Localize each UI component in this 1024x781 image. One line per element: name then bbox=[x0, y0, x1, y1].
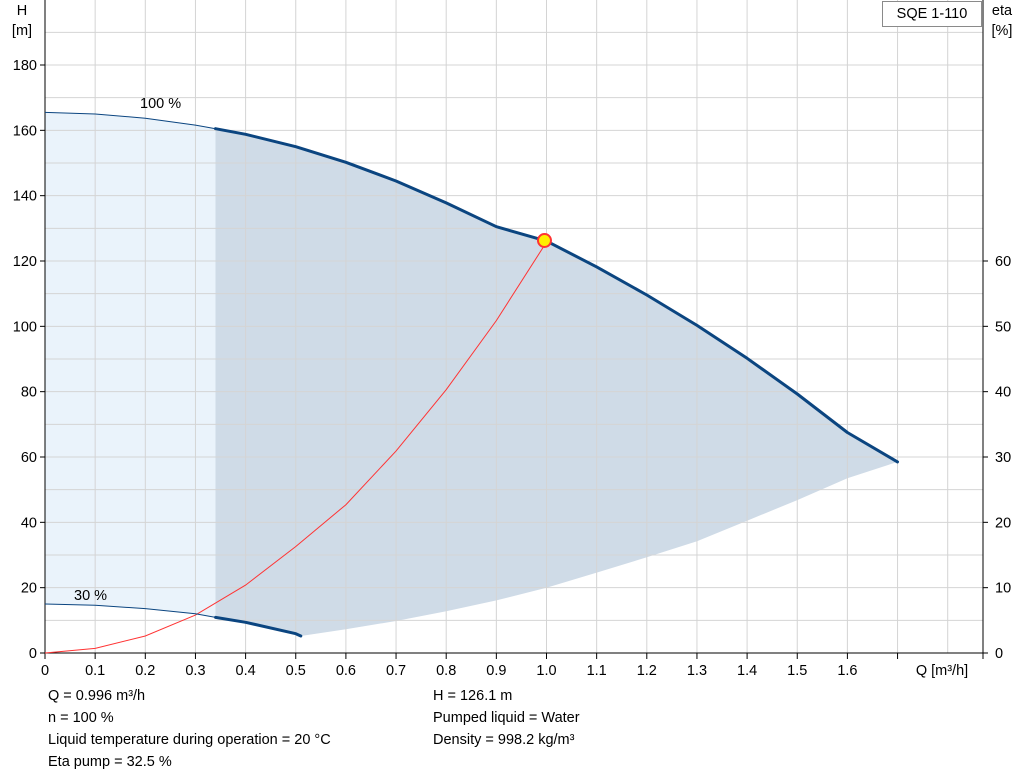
y-left-tick-label: 60 bbox=[21, 450, 37, 466]
y-left-title-line2: [m] bbox=[12, 23, 32, 39]
x-tick-label: 0.4 bbox=[236, 663, 256, 679]
x-tick-label: 0.6 bbox=[336, 663, 356, 679]
info-left: Q = 0.996 m³/h n = 100 % Liquid temperat… bbox=[48, 685, 331, 773]
x-tick-label: 0.3 bbox=[185, 663, 205, 679]
curve-100-low-flow bbox=[44, 111, 216, 130]
x-tick-label: 1.1 bbox=[587, 663, 607, 679]
operating-range-fills bbox=[45, 112, 898, 636]
curve-label-30: 30 % bbox=[74, 588, 107, 604]
x-tick-label: 1.3 bbox=[687, 663, 707, 679]
info-pumped-liquid: Pumped liquid = Water bbox=[433, 710, 580, 726]
y-left-tick-label: 120 bbox=[13, 254, 37, 270]
info-density: Density = 998.2 kg/m³ bbox=[433, 732, 575, 748]
y-right-tick-label: 10 bbox=[995, 581, 1011, 597]
pump-curve-chart: 0 0.1 0.2 0.3 0.4 0.5 0.6 0.7 0.8 0.9 1.0 1.1 1.2 1.3… bbox=[12, 0, 1013, 679]
info-flow: Q = 0.996 m³/h bbox=[48, 688, 146, 704]
curve-label-100: 100 % bbox=[140, 96, 181, 112]
y-right-tick-label: 60 bbox=[995, 254, 1011, 270]
y-left-tick-label: 0 bbox=[29, 646, 37, 662]
x-tick-label: 0.2 bbox=[135, 663, 155, 679]
x-axis-title: Q [m³/h] bbox=[916, 663, 968, 679]
x-tick-label: 1.6 bbox=[837, 663, 857, 679]
info-speed: n = 100 % bbox=[48, 710, 114, 726]
y-left-tick-label: 100 bbox=[13, 319, 37, 335]
y-right-tick-label: 0 bbox=[995, 646, 1003, 662]
tick-labels: 0 0.1 0.2 0.3 0.4 0.5 0.6 0.7 0.8 0.9 1.0 1.1 1.2 1.3… bbox=[13, 58, 1011, 679]
y-left-tick-label: 180 bbox=[13, 58, 37, 74]
x-tick-label: 1.4 bbox=[737, 663, 757, 679]
curve-30-operating bbox=[214, 615, 303, 638]
x-tick-label: 0.8 bbox=[436, 663, 456, 679]
eta-curve bbox=[44, 241, 547, 654]
axes bbox=[40, 0, 988, 659]
curves bbox=[44, 111, 899, 654]
y-right-tick-label: 30 bbox=[995, 450, 1011, 466]
y-right-title-line2: [%] bbox=[992, 23, 1013, 39]
low-flow-region bbox=[45, 112, 216, 618]
y-left-tick-label: 40 bbox=[21, 515, 37, 531]
y-left-tick-label: 140 bbox=[13, 189, 37, 205]
y-left-tick-label: 80 bbox=[21, 385, 37, 401]
y-left-tick-label: 20 bbox=[21, 581, 37, 597]
info-head: H = 126.1 m bbox=[433, 688, 513, 704]
y-right-title-line1: eta bbox=[992, 3, 1013, 19]
x-tick-label: 1.0 bbox=[536, 663, 556, 679]
info-eta: Eta pump = 32.5 % bbox=[48, 754, 172, 770]
x-tick-label: 0.1 bbox=[85, 663, 105, 679]
x-tick-label: 0.5 bbox=[286, 663, 306, 679]
grid bbox=[44, 0, 983, 654]
curve-30-low-flow bbox=[44, 603, 216, 618]
info-liquid-temp: Liquid temperature during operation = 20… bbox=[48, 732, 331, 748]
x-tick-label: 0.7 bbox=[386, 663, 406, 679]
y-left-tick-label: 160 bbox=[13, 123, 37, 139]
x-tick-label: 1.2 bbox=[637, 663, 657, 679]
info-right: H = 126.1 m Pumped liquid = Water Densit… bbox=[433, 685, 580, 751]
y-right-tick-label: 50 bbox=[995, 319, 1011, 335]
y-left-title-line1: H bbox=[17, 3, 27, 19]
x-tick-label: 1.5 bbox=[787, 663, 807, 679]
x-tick-label: 0.9 bbox=[486, 663, 506, 679]
model-label: SQE 1-110 bbox=[882, 1, 982, 27]
y-right-tick-label: 20 bbox=[995, 515, 1011, 531]
operating-range-region bbox=[215, 128, 898, 636]
x-tick-label: 0 bbox=[41, 663, 49, 679]
y-right-tick-label: 40 bbox=[995, 385, 1011, 401]
duty-point-marker bbox=[536, 232, 552, 248]
